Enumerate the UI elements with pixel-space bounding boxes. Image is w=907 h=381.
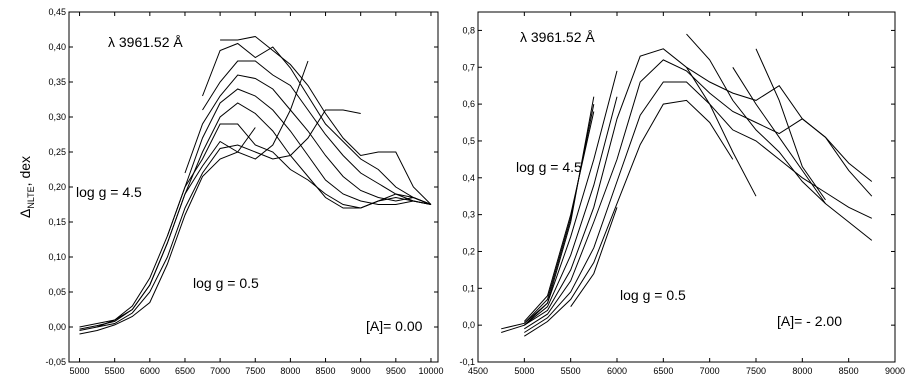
x-tick-label: 6000 <box>140 366 160 376</box>
series-line-14 <box>755 48 826 201</box>
series-line-10 <box>220 35 432 205</box>
y-tick-label: 0,40 <box>48 42 66 52</box>
y-tick-label: 0,25 <box>48 147 66 157</box>
plot-frame <box>477 11 896 363</box>
series-line-1 <box>79 60 309 335</box>
x-tick-label: 6000 <box>607 366 627 376</box>
y-tick-label: 0,0 <box>462 320 475 330</box>
series-line-2 <box>79 109 361 331</box>
series-line-4 <box>79 123 432 328</box>
x-tick-label: 6500 <box>175 366 195 376</box>
y-tick-label: 0,20 <box>48 182 66 192</box>
y-tick-label: -0,05 <box>45 357 66 367</box>
x-tick-label: 4500 <box>468 366 488 376</box>
y-tick-label: 0,2 <box>462 246 475 256</box>
annotation-logg-low: log g = 0.5 <box>193 275 259 291</box>
series-line-12 <box>732 67 826 204</box>
series-line-3 <box>79 127 256 330</box>
series-line-10 <box>570 207 618 307</box>
y-tick-label: 0,8 <box>462 25 475 35</box>
y-tick-label: 0,4 <box>462 173 475 183</box>
y-tick-label: 0,45 <box>48 7 66 17</box>
y-tick-label: 0,15 <box>48 217 66 227</box>
x-tick-label: 5000 <box>514 366 534 376</box>
right-chart-panel: 4500 5000 5500 6000 6500 7000 7500 8000 8500 9000… <box>459 11 905 376</box>
annotation-wavelength: λ 3961.52 Å <box>520 29 595 45</box>
x-tick-label: 5000 <box>70 366 90 376</box>
annotation-wavelength: λ 3961.52 Å <box>108 34 183 50</box>
x-tick-label: 5500 <box>105 366 125 376</box>
series-line-5 <box>96 102 432 328</box>
x-tick-label: 7500 <box>245 366 265 376</box>
x-tick-label: 7500 <box>746 366 766 376</box>
x-tick-label: 7000 <box>210 366 230 376</box>
series-line-9 <box>524 99 734 337</box>
series-line-3 <box>523 111 595 322</box>
y-tick-label: 0,5 <box>462 136 475 146</box>
x-tick-label: 5500 <box>561 366 581 376</box>
x-tick-label: 6500 <box>653 366 673 376</box>
y-tick-label: 0,10 <box>48 252 66 262</box>
x-tick-label: 8000 <box>792 366 812 376</box>
series-line-8 <box>202 60 432 205</box>
annotation-logg-high: log g = 4.5 <box>516 159 582 175</box>
y-tick-label: 0,35 <box>48 77 66 87</box>
series-line-5 <box>523 96 618 326</box>
series-line-1 <box>501 96 595 333</box>
annotation-logg-low: log g = 0.5 <box>620 287 686 303</box>
series-line-9 <box>202 42 432 205</box>
x-tick-label: 8500 <box>839 366 859 376</box>
series-line-8 <box>524 81 873 333</box>
annotation-metallicity: [A]= 0.00 <box>366 318 423 334</box>
annotation-metallicity: [A]= - 2.00 <box>777 313 842 329</box>
series-line-13 <box>686 67 757 197</box>
y-tick-label: -0,1 <box>459 357 475 367</box>
series-line-4 <box>523 70 618 324</box>
y-tick-label: 0,6 <box>462 99 475 109</box>
x-tick-label: 9500 <box>386 366 406 376</box>
annotation-logg-high: log g = 4.5 <box>76 184 142 200</box>
y-tick-label: 0,30 <box>48 112 66 122</box>
y-tick-label: 0,3 <box>462 210 475 220</box>
x-tick-label: 8500 <box>316 366 336 376</box>
series-line-11 <box>686 33 873 241</box>
y-tick-label: 0,1 <box>462 283 475 293</box>
x-tick-label: 9000 <box>351 366 371 376</box>
left-chart-panel: 5000 5500 6000 6500 7000 7500 8000 8500 9000 9500… <box>17 7 443 376</box>
y-tick-label: 0,00 <box>48 322 66 332</box>
series-line-7 <box>524 59 873 330</box>
y-tick-label: 0,05 <box>48 287 66 297</box>
x-tick-label: 8000 <box>280 366 300 376</box>
series-line-6 <box>166 88 432 237</box>
x-tick-label: 10000 <box>418 366 443 376</box>
series-line-7 <box>184 74 432 205</box>
y-tick-label: 0,7 <box>462 62 475 72</box>
y-axis-label: ΔNLTE, dex <box>17 156 36 218</box>
x-tick-label: 9000 <box>885 366 905 376</box>
x-tick-label: 7000 <box>700 366 720 376</box>
